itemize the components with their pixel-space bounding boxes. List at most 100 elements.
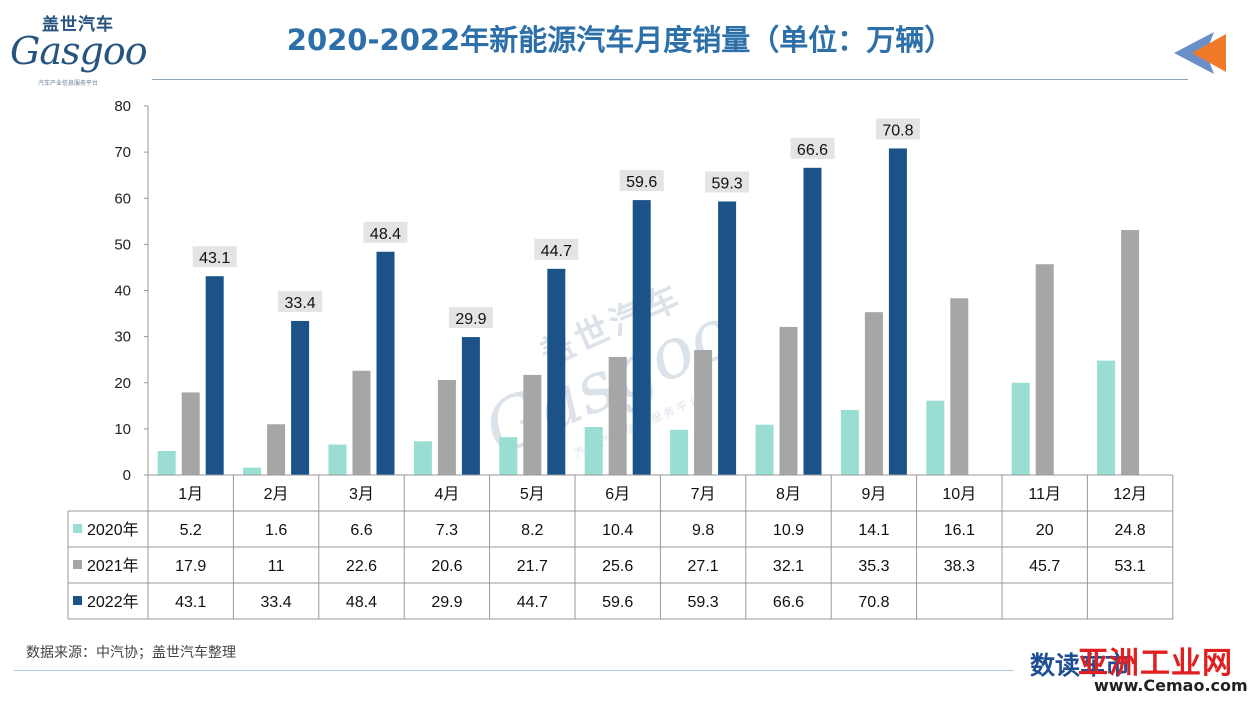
bar-2022年: [888, 148, 907, 475]
bar-2021年: [267, 424, 286, 475]
x-tick-label: 8月: [776, 486, 801, 503]
bar-2022年: [547, 268, 566, 475]
legend-swatch-2021年: [73, 560, 82, 569]
legend-label: 2021年: [87, 557, 139, 575]
y-tick-label: 60: [114, 190, 131, 207]
x-tick-label: 5月: [520, 486, 545, 503]
bar-2020年: [1011, 382, 1030, 475]
table-cell-value: 6.6: [350, 522, 372, 539]
legend-swatch-2022年: [73, 596, 82, 605]
table-cell-value: 44.7: [517, 594, 548, 611]
data-label: 33.4: [285, 295, 316, 312]
data-label-bg: [192, 246, 237, 268]
data-label: 48.4: [370, 226, 401, 243]
legend-label: 2020年: [87, 521, 139, 539]
table-cell-value: 10.9: [773, 522, 804, 539]
table-cell-value: 8.2: [521, 522, 543, 539]
bar-2022年: [803, 167, 822, 475]
x-tick-label: 10月: [942, 486, 976, 503]
y-tick-label: 10: [114, 421, 131, 438]
bar-2021年: [779, 326, 798, 475]
bar-2021年: [523, 374, 542, 475]
data-label-bg: [619, 170, 664, 192]
bar-2022年: [291, 320, 310, 475]
y-tick-label: 40: [114, 283, 131, 300]
bar-2020年: [413, 441, 432, 475]
data-label: 70.8: [882, 122, 913, 139]
y-tick-label: 70: [114, 144, 131, 161]
table-cell-value: 35.3: [858, 558, 889, 575]
bar-2020年: [157, 451, 176, 475]
data-label-bg: [363, 221, 408, 243]
data-label: 66.6: [797, 142, 828, 159]
logo-en-text: Gasgoo: [10, 29, 148, 73]
x-tick-label: 3月: [349, 486, 374, 503]
table-cell-value: 10.4: [602, 522, 633, 539]
y-tick-label: 30: [114, 329, 131, 346]
x-tick-label: 11月: [1028, 486, 1061, 503]
logo-cn-text: 盖世汽车: [42, 15, 114, 35]
logo-tagline: 汽车产业信息服务平台: [38, 80, 99, 87]
bar-2020年: [584, 427, 603, 475]
table-cell-value: 45.7: [1029, 558, 1060, 575]
table-cell-value: 24.8: [1115, 522, 1146, 539]
bar-2021年: [181, 392, 200, 475]
table-cell-value: 59.6: [602, 594, 633, 611]
data-label-bg: [278, 290, 323, 312]
table-cell-value: 11: [268, 558, 285, 575]
table-cell-value: 17.9: [175, 558, 206, 575]
table-cell-value: 5.2: [180, 522, 202, 539]
table-cell-value: 53.1: [1115, 558, 1146, 575]
data-label-bg: [448, 307, 493, 329]
brand-sub: 数读车市: [1030, 651, 1131, 680]
table-cell-value: 16.1: [944, 522, 975, 539]
x-tick-label: 1月: [178, 486, 203, 503]
bar-2020年: [755, 424, 774, 475]
data-label: 44.7: [541, 243, 572, 260]
back-arrow-icon[interactable]: [1170, 28, 1230, 78]
table-cell-value: 25.6: [602, 558, 633, 575]
table-cell-value: 59.3: [688, 594, 719, 611]
table-cell-value: 7.3: [436, 522, 458, 539]
bar-2020年: [328, 444, 347, 475]
y-tick-label: 0: [123, 467, 131, 484]
brand-main: 亚洲工业网: [1078, 646, 1233, 681]
brand-url: www.Cemao.com: [1094, 676, 1248, 695]
table-cell-value: 38.3: [944, 558, 975, 575]
table-cell-value: 66.6: [773, 594, 804, 611]
table-cell-value: 20.6: [431, 558, 462, 575]
page-title: 2020-2022年新能源汽车月度销量（单位：万辆）: [286, 23, 954, 57]
data-label: 29.9: [455, 311, 486, 328]
bar-2022年: [718, 201, 737, 475]
bar-2021年: [1121, 230, 1140, 475]
table-cell-value: 9.8: [692, 522, 714, 539]
table-cell-value: 29.9: [431, 594, 462, 611]
bar-2020年: [926, 400, 945, 475]
table-cell-value: 14.1: [858, 522, 889, 539]
data-label-bg: [705, 171, 750, 193]
y-tick-label: 80: [114, 98, 131, 115]
bar-2020年: [243, 467, 262, 475]
bar-2022年: [632, 200, 651, 475]
bar-2021年: [950, 298, 969, 475]
bar-2021年: [1035, 264, 1054, 475]
bar-2022年: [461, 337, 480, 475]
table-cell-value: 21.7: [517, 558, 548, 575]
table-cell-value: 33.4: [261, 594, 292, 611]
bar-2021年: [694, 350, 713, 475]
x-tick-label: 9月: [861, 486, 886, 503]
data-label-bg: [534, 238, 579, 260]
table-cell-value: 27.1: [688, 558, 719, 575]
gasgoo-logo: 盖世汽车 Gasgoo 汽车产业信息服务平台: [6, 8, 156, 88]
x-tick-label: 4月: [434, 486, 459, 503]
bar-2020年: [840, 409, 859, 475]
y-tick-label: 50: [114, 236, 131, 253]
footer-divider: [14, 670, 1014, 671]
legend-label: 2022年: [87, 593, 139, 611]
x-tick-label: 6月: [605, 486, 630, 503]
x-tick-label: 12月: [1113, 486, 1147, 503]
table-cell-value: 43.1: [175, 594, 206, 611]
legend-swatch-2020年: [73, 524, 82, 533]
table-cell-value: 48.4: [346, 594, 377, 611]
